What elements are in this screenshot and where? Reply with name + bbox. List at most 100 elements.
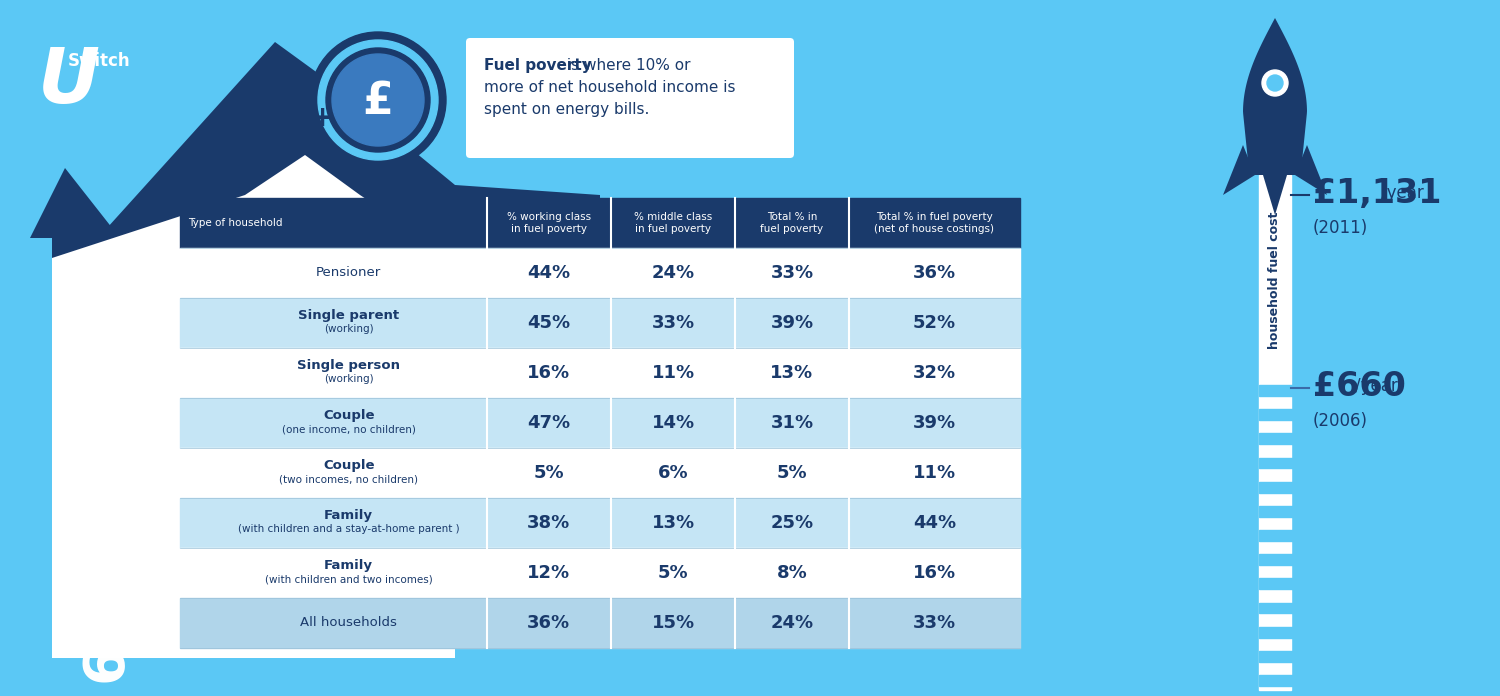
Bar (180, 298, 1020, 348)
Text: 5%: 5% (658, 564, 688, 582)
Text: household fuel cost: household fuel cost (1269, 212, 1281, 349)
Text: 25%: 25% (771, 514, 813, 532)
Text: spent on energy bills.: spent on energy bills. (484, 102, 650, 117)
Text: 45%: 45% (526, 314, 570, 332)
Text: Couple: Couple (322, 459, 375, 472)
Text: Total % in fuel poverty
(net of house costings): Total % in fuel poverty (net of house co… (874, 212, 995, 234)
Text: 36%: 36% (914, 264, 956, 282)
Bar (1258, 482, 1311, 493)
Bar (180, 448, 1020, 498)
Bar (1258, 409, 1311, 420)
Polygon shape (53, 155, 454, 658)
Text: 15%: 15% (651, 614, 694, 632)
Text: 47%: 47% (526, 414, 570, 432)
Bar (1258, 578, 1311, 590)
Text: 39%: 39% (771, 314, 813, 332)
Text: 16%: 16% (914, 564, 956, 582)
Text: 33%: 33% (771, 264, 813, 282)
Text: 14%: 14% (651, 414, 694, 432)
Bar (1258, 603, 1311, 613)
Bar (180, 548, 1020, 598)
Bar (180, 498, 1020, 548)
Bar (1258, 675, 1311, 686)
FancyBboxPatch shape (466, 38, 794, 158)
Text: £: £ (363, 81, 393, 123)
Text: 38%: 38% (526, 514, 570, 532)
Text: 11%: 11% (651, 364, 694, 382)
Text: 6.3 million: 6.3 million (81, 356, 135, 685)
Text: 24%: 24% (771, 614, 813, 632)
Text: (2011): (2011) (1312, 219, 1368, 237)
Text: 33%: 33% (651, 314, 694, 332)
Text: Type of household: Type of household (188, 218, 282, 228)
Bar (1258, 626, 1311, 638)
Text: £1,131: £1,131 (1312, 177, 1442, 209)
Bar (180, 198, 1020, 248)
Text: Family: Family (324, 509, 374, 522)
Bar (1258, 506, 1311, 516)
Bar (1258, 554, 1311, 565)
Text: Single person: Single person (297, 359, 400, 372)
Text: (two incomes, no children): (two incomes, no children) (279, 474, 418, 484)
Text: 5%: 5% (777, 464, 807, 482)
Text: Family: Family (324, 559, 374, 572)
Bar (1258, 385, 1311, 396)
Text: (one income, no children): (one income, no children) (282, 424, 416, 434)
Text: 31%: 31% (771, 414, 813, 432)
Circle shape (310, 32, 446, 168)
Bar (1258, 651, 1311, 662)
Text: 32%: 32% (914, 364, 956, 382)
Text: £660: £660 (1312, 370, 1406, 402)
Text: 16%: 16% (526, 364, 570, 382)
Text: 44%: 44% (526, 264, 570, 282)
Bar (1258, 175, 1292, 690)
Polygon shape (1263, 175, 1287, 215)
Text: 6%: 6% (658, 464, 688, 482)
Polygon shape (1244, 18, 1306, 175)
Text: 8%: 8% (777, 564, 807, 582)
Text: (working): (working) (324, 374, 374, 384)
Text: 24%: 24% (651, 264, 694, 282)
Text: Couple: Couple (322, 409, 375, 422)
Text: Total % in
fuel poverty: Total % in fuel poverty (760, 212, 824, 234)
Text: All households: All households (300, 617, 398, 629)
Text: 13%: 13% (651, 514, 694, 532)
Text: 44%: 44% (914, 514, 956, 532)
Text: 12%: 12% (526, 564, 570, 582)
Text: 11%: 11% (914, 464, 956, 482)
Circle shape (326, 48, 430, 152)
Text: /year: /year (1354, 377, 1398, 395)
Text: households: households (132, 413, 165, 627)
Circle shape (1262, 70, 1288, 96)
Text: 36%: 36% (526, 614, 570, 632)
Text: (working): (working) (324, 324, 374, 334)
Text: more of net household income is: more of net household income is (484, 80, 735, 95)
Text: 13%: 13% (771, 364, 813, 382)
Text: /year: /year (1382, 184, 1423, 202)
Text: (with children and a stay-at-home parent ): (with children and a stay-at-home parent… (238, 524, 459, 534)
Bar (1258, 457, 1311, 468)
Text: Single parent: Single parent (298, 309, 399, 322)
Polygon shape (30, 42, 600, 658)
Text: Switch: Switch (68, 52, 130, 70)
Bar (1258, 530, 1311, 541)
Bar (180, 398, 1020, 448)
Circle shape (318, 40, 438, 160)
Bar (180, 598, 1020, 648)
Text: 10% +: 10% + (236, 104, 334, 132)
Polygon shape (1222, 145, 1256, 195)
Polygon shape (468, 60, 495, 87)
Text: U: U (38, 45, 100, 119)
Text: 39%: 39% (914, 414, 956, 432)
Circle shape (332, 54, 424, 146)
Text: 33%: 33% (914, 614, 956, 632)
Bar (180, 348, 1020, 398)
Text: 5%: 5% (534, 464, 564, 482)
Circle shape (1268, 75, 1282, 91)
Bar (1258, 434, 1311, 444)
Text: % working class
in fuel poverty: % working class in fuel poverty (507, 212, 591, 234)
Text: is where 10% or: is where 10% or (562, 58, 690, 73)
Bar (180, 248, 1020, 298)
Text: (2006): (2006) (1312, 412, 1368, 430)
Text: Fuel poverty: Fuel poverty (484, 58, 591, 73)
